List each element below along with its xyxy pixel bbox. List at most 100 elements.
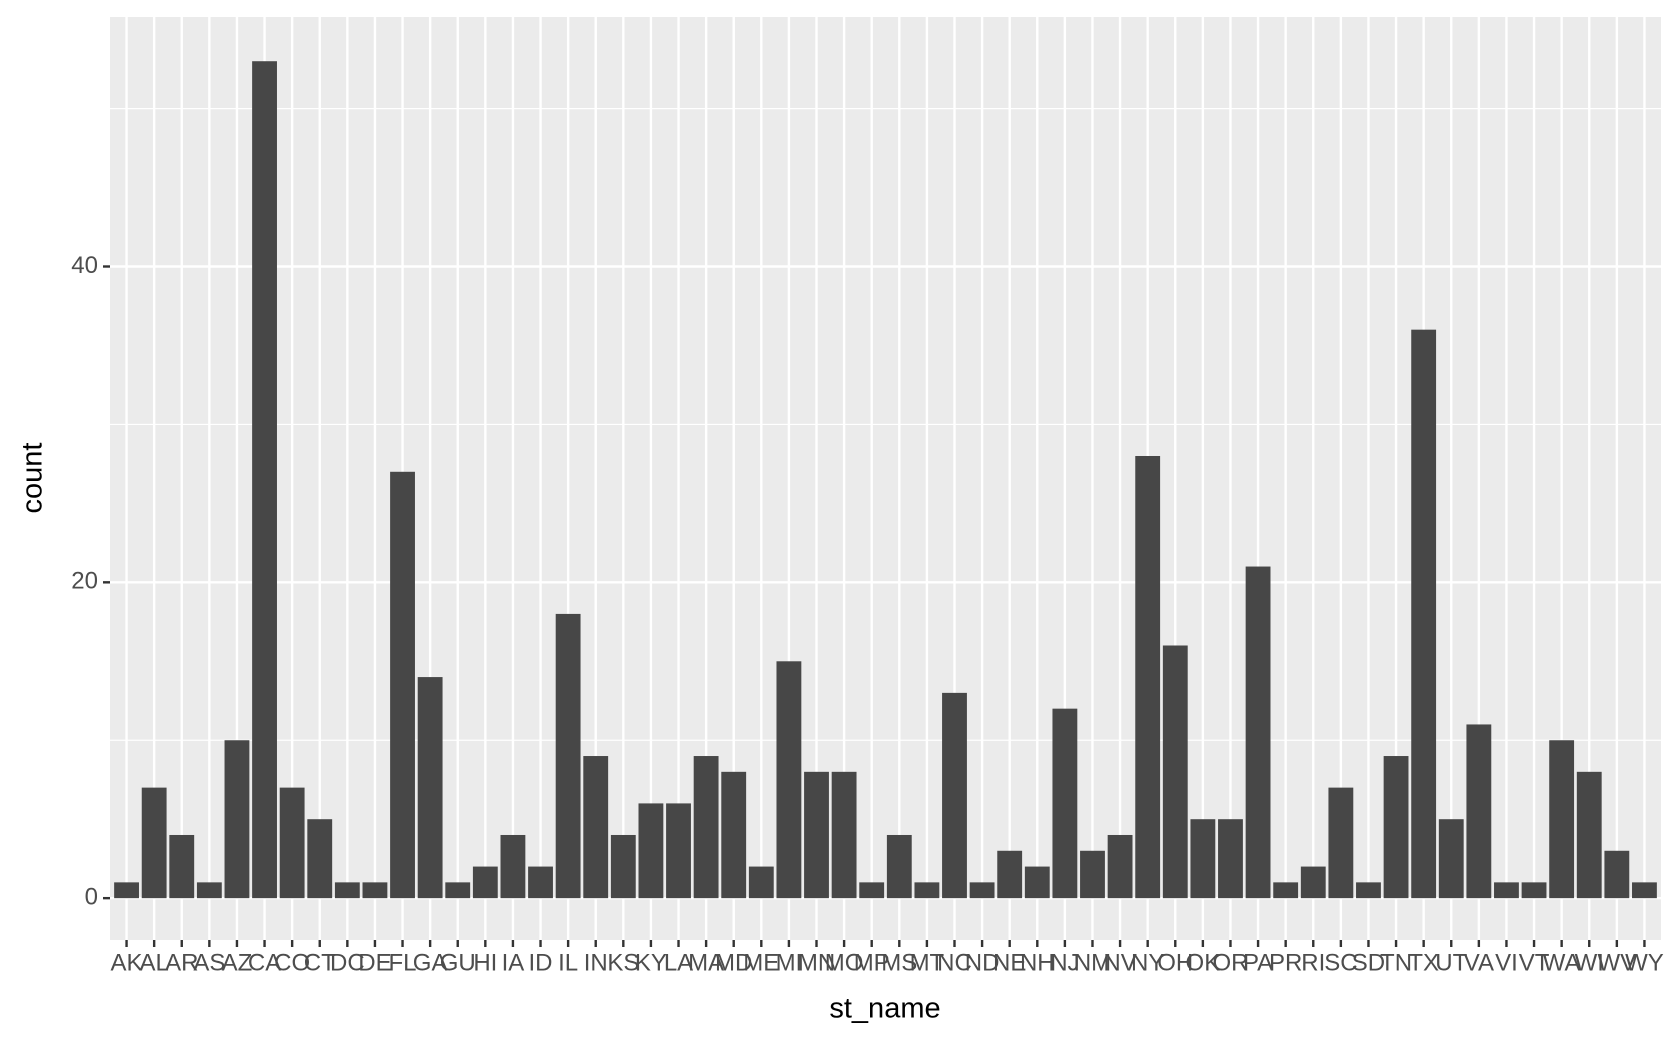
x-tick-label: PA — [1243, 949, 1273, 976]
bar — [859, 882, 885, 899]
bar — [1466, 724, 1492, 899]
x-tick-label: WV — [1598, 949, 1637, 976]
x-tick-label: MT — [910, 949, 945, 976]
x-tick-label: TN — [1380, 949, 1412, 976]
x-tick-label: GA — [413, 949, 448, 976]
x-tick-label: OR — [1212, 949, 1248, 976]
bar — [279, 787, 305, 899]
x-tick-label: WI — [1575, 949, 1604, 976]
y-axis-title: count — [17, 443, 49, 514]
bar — [472, 866, 498, 899]
bar — [1604, 850, 1630, 899]
x-tick-label: SC — [1324, 949, 1357, 976]
bar — [997, 850, 1023, 899]
x-tick-label: AS — [193, 949, 225, 976]
x-tick-label: HI — [473, 949, 497, 976]
x-tick-label: DE — [358, 949, 391, 976]
bar — [528, 866, 553, 899]
bar — [169, 834, 195, 899]
x-tick-label: NJ — [1050, 949, 1079, 976]
bar — [1107, 834, 1133, 899]
x-tick-label: OK — [1186, 949, 1221, 976]
x-tick-label: CA — [248, 949, 281, 976]
x-tick-label: KS — [607, 949, 639, 976]
x-tick-label: FL — [389, 949, 417, 976]
bar — [914, 882, 940, 899]
x-tick-label: NM — [1074, 949, 1111, 976]
bar — [1521, 882, 1547, 899]
bar — [390, 471, 415, 899]
bar — [1411, 329, 1437, 899]
x-tick-label: UT — [1435, 949, 1467, 976]
x-tick-label: PR — [1269, 949, 1302, 976]
bar — [1383, 756, 1409, 899]
x-tick-label: ND — [965, 949, 1000, 976]
bar — [610, 834, 636, 899]
x-tick-label: CO — [274, 949, 310, 976]
bar — [1356, 882, 1381, 899]
x-tick-label: KY — [635, 949, 667, 976]
bar — [831, 771, 857, 899]
bar — [1273, 882, 1299, 899]
bar — [721, 771, 747, 899]
bar — [1052, 708, 1078, 899]
bar — [1438, 819, 1464, 899]
bar — [886, 834, 912, 899]
x-tick-label: TX — [1408, 949, 1439, 976]
x-tick-label: ID — [529, 949, 553, 976]
x-tick-label: AR — [165, 949, 198, 976]
bar — [666, 803, 691, 899]
bar — [224, 740, 250, 899]
x-tick-label: MA — [688, 949, 724, 976]
bar — [196, 882, 222, 899]
x-tick-label: SD — [1352, 949, 1385, 976]
bar — [638, 803, 664, 899]
bar — [1494, 882, 1519, 899]
x-tick-label: MS — [881, 949, 917, 976]
x-tick-label: RI — [1301, 949, 1325, 976]
x-tick-label: NY — [1131, 949, 1164, 976]
y-tick-label: 20 — [71, 568, 98, 595]
bar — [1080, 850, 1105, 899]
bar — [555, 613, 581, 899]
x-tick-label: MP — [854, 949, 890, 976]
x-tick-label: VT — [1519, 949, 1550, 976]
x-tick-label: VA — [1464, 949, 1494, 976]
y-tick-label: 40 — [71, 252, 98, 279]
x-tick-label: WA — [1543, 949, 1581, 976]
x-tick-label: MI — [776, 949, 803, 976]
bar — [307, 819, 333, 899]
bars — [114, 61, 1657, 899]
bar — [1632, 882, 1657, 899]
bar — [114, 882, 139, 899]
x-tick-label: MO — [825, 949, 864, 976]
bar — [1300, 866, 1326, 899]
bar — [334, 882, 360, 899]
x-tick-label: AK — [111, 949, 143, 976]
x-tick-label: AZ — [222, 949, 253, 976]
bar — [583, 756, 609, 899]
bar — [693, 756, 719, 899]
bar — [1576, 771, 1602, 899]
x-tick-label: AL — [139, 949, 168, 976]
bar — [748, 866, 774, 899]
bar — [1162, 645, 1188, 899]
bar — [1549, 740, 1575, 899]
bar — [1218, 819, 1243, 899]
bar — [500, 834, 526, 899]
bar — [1190, 819, 1216, 899]
bar — [804, 771, 829, 899]
x-tick-label: OH — [1157, 949, 1193, 976]
bar — [1328, 787, 1354, 899]
bar — [445, 882, 471, 899]
bar — [969, 882, 995, 899]
x-tick-label: VI — [1495, 949, 1518, 976]
x-tick-label: NE — [993, 949, 1026, 976]
x-tick-label: NH — [1020, 949, 1055, 976]
bar — [362, 882, 388, 899]
x-axis-title: st_name — [829, 993, 940, 1025]
x-tick-label: MD — [715, 949, 752, 976]
x-tick-label: NV — [1103, 949, 1136, 976]
